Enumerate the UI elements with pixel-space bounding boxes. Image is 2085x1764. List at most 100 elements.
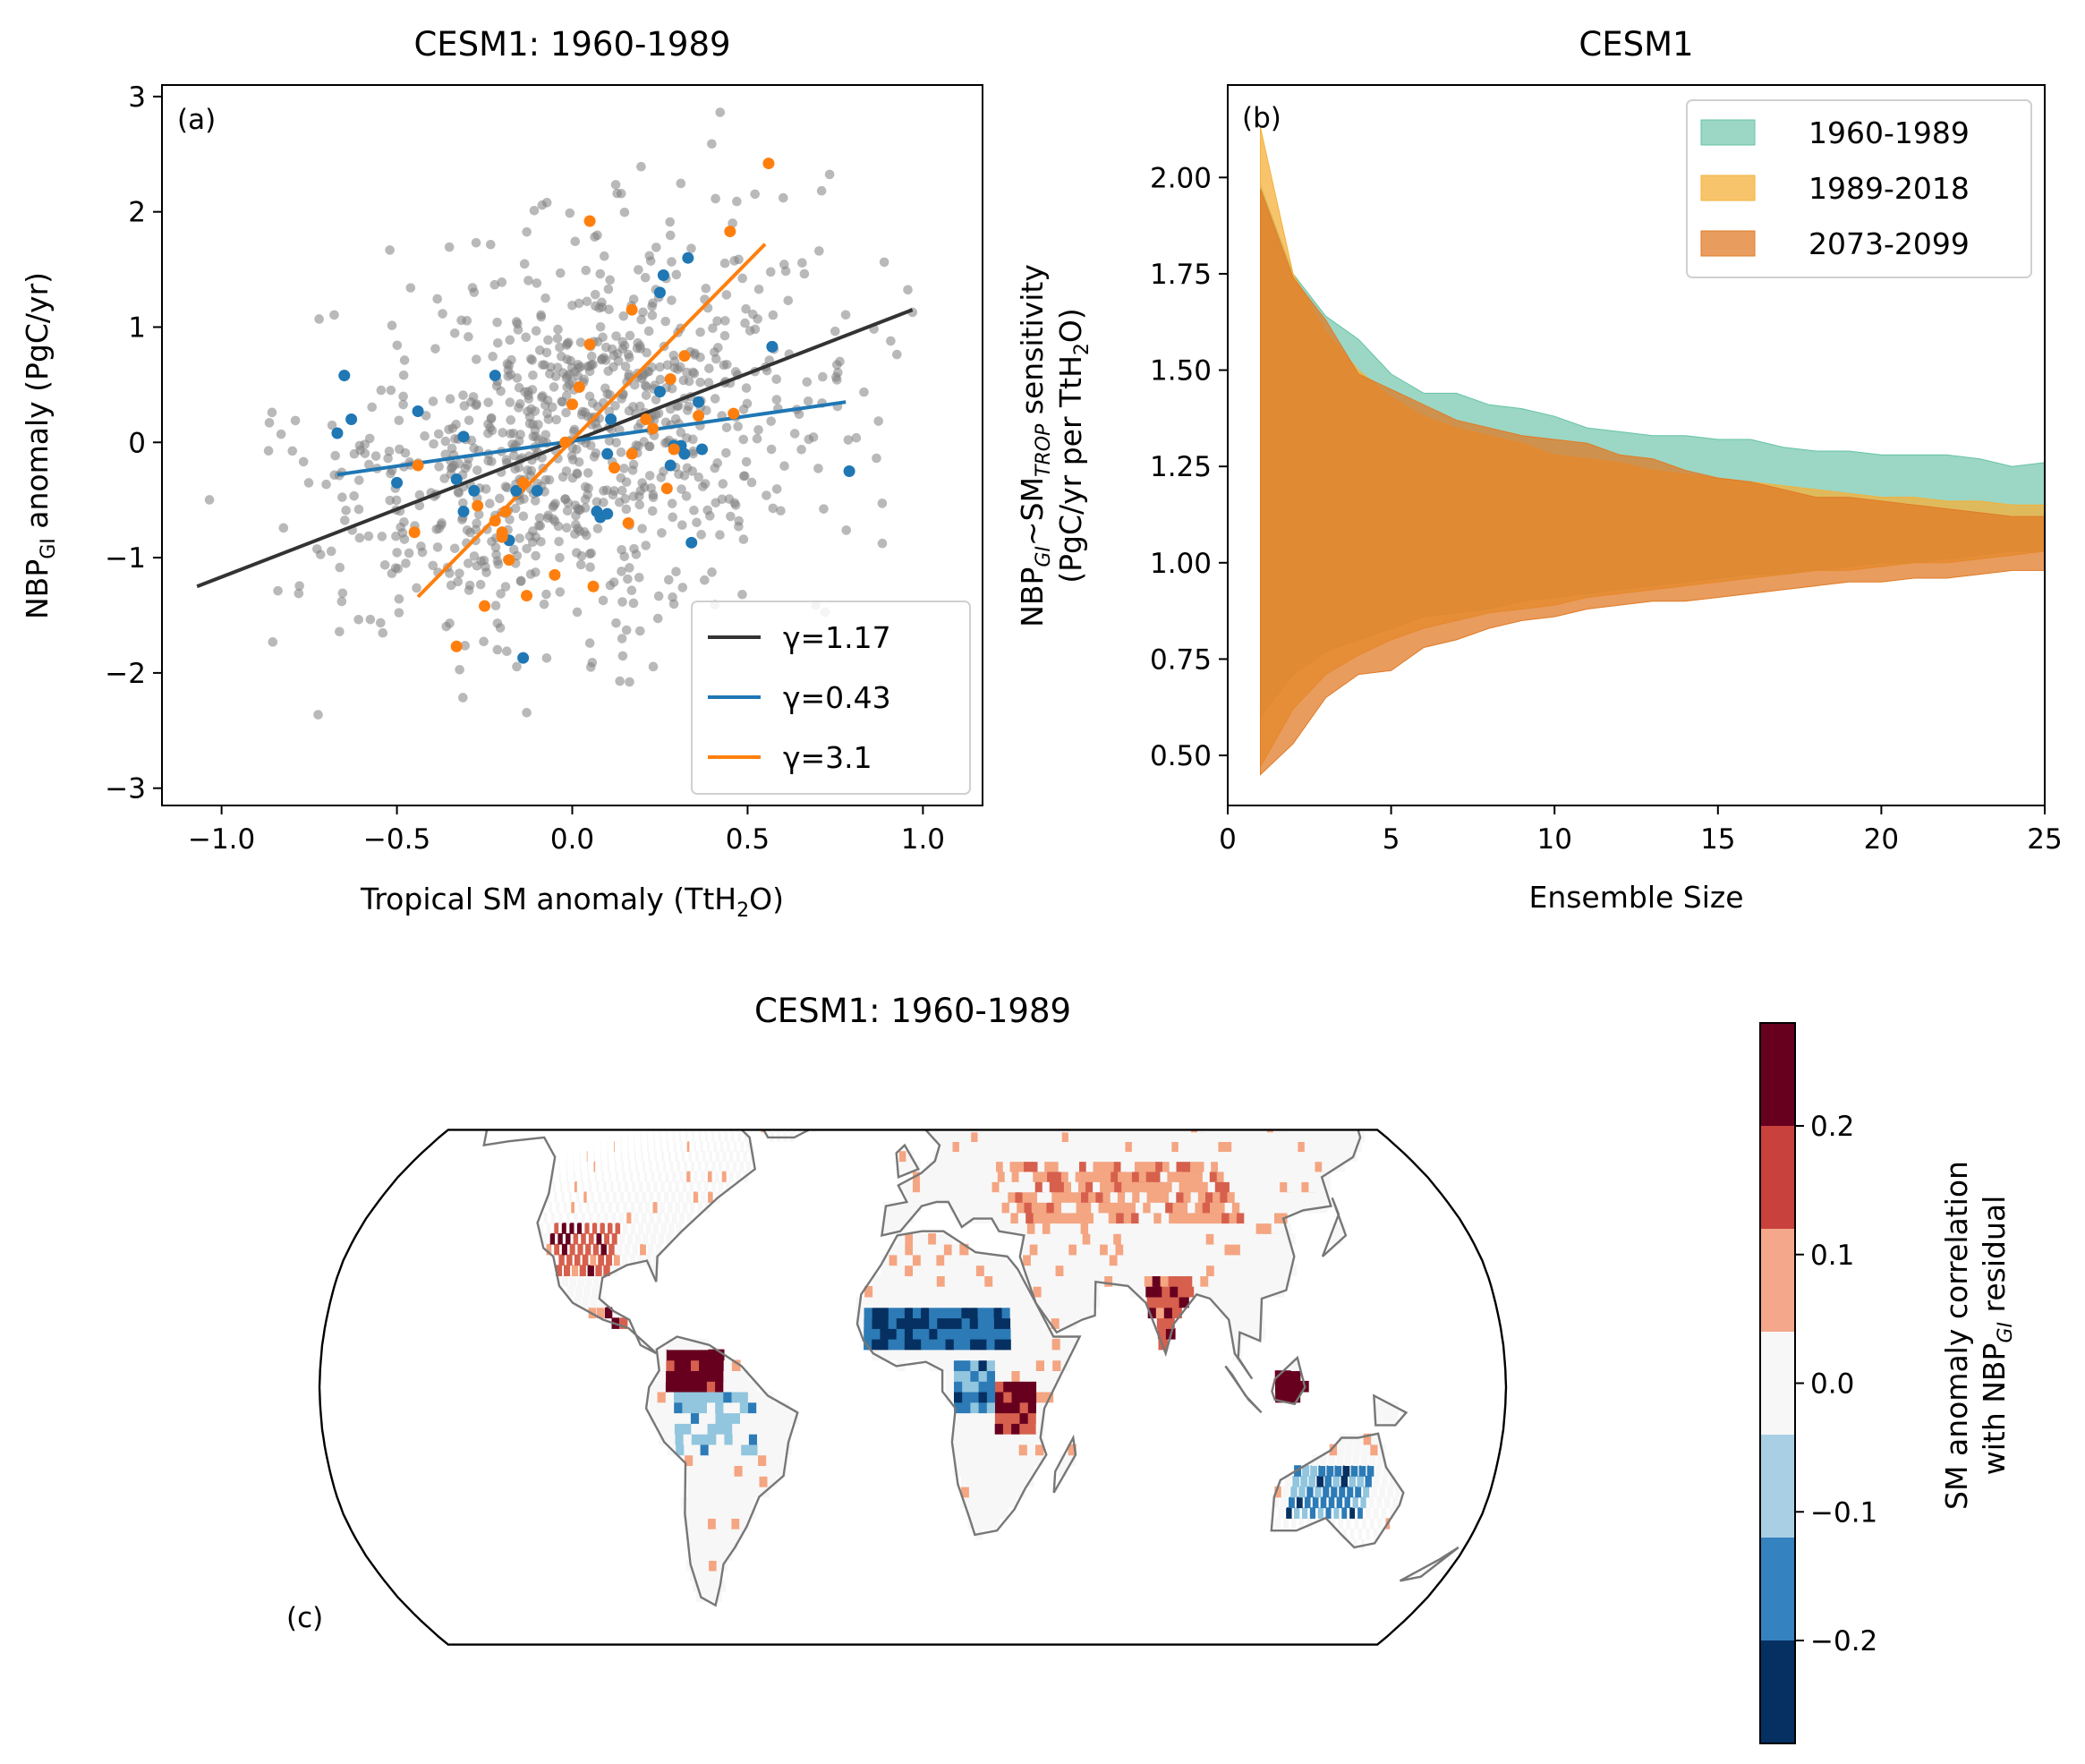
map-cell [954,1370,963,1382]
series-point-2 [640,413,651,425]
map-cell [711,1132,714,1143]
map-cell [920,1191,928,1202]
panel-a-title: CESM1: 1960-1989 [413,25,730,64]
map-cell [679,1132,681,1143]
background-point [739,405,749,414]
panel-b-y-label-line2: (PgC/yr per TtH2O) [1053,308,1094,584]
background-point [391,532,401,541]
map-cell [970,1381,979,1393]
background-point [574,457,584,467]
background-point [814,246,824,256]
map-cell [1009,1286,1018,1298]
map-cell [616,1172,618,1182]
background-point [628,465,638,475]
background-point [573,608,583,618]
background-point [564,337,574,347]
map-cell [1027,1350,1036,1361]
map-cell [970,1412,979,1424]
map-cell [969,1497,977,1509]
background-point [349,491,359,501]
x-tick-label: 0.5 [726,823,770,856]
series-point-2 [517,477,529,489]
map-cell [1382,1476,1388,1487]
map-cell [1010,1308,1019,1319]
map-cell [676,1434,685,1445]
colorbar-segment [1760,1332,1795,1436]
map-cell [976,1507,984,1519]
colorbar-segment [1760,1538,1795,1641]
background-point [619,551,629,561]
map-cell [725,1444,735,1456]
map-cell [1353,1454,1360,1466]
background-point [781,267,791,277]
map-cell [593,1151,594,1162]
map-cell [661,1223,667,1234]
map-cell [666,1402,675,1414]
background-point [695,378,705,388]
map-cell [764,1402,773,1414]
background-point [385,447,395,456]
map-cell [562,1191,565,1202]
background-point [616,473,626,483]
background-point [635,626,645,636]
map-cell [660,1202,665,1213]
map-cell [1297,1497,1303,1509]
map-cell [592,1223,597,1234]
map-cell [646,1223,651,1234]
map-cell [995,1402,1004,1414]
background-point [825,170,835,180]
map-cell [630,1172,633,1182]
map-cell [986,1454,995,1466]
map-cell [693,1454,702,1466]
background-point [528,371,538,380]
legend-label: γ=3.1 [783,740,872,775]
background-point [512,662,522,672]
x-tick-label: 10 [1536,823,1571,856]
background-point [294,589,304,599]
series-point-1 [654,286,666,298]
background-point [804,435,813,445]
series-point-2 [451,641,463,652]
background-point [572,445,582,455]
y-tick-label: 1.00 [1150,548,1212,580]
map-cell [970,1465,979,1477]
map-cell [975,1255,984,1266]
map-cell [978,1317,987,1329]
map-cell [889,1317,898,1329]
map-cell [897,1297,906,1308]
background-point [555,343,565,353]
map-cell [1027,1423,1036,1435]
series-point-1 [458,430,470,442]
background-point [502,455,512,464]
colorbar-segment [1760,1126,1795,1230]
background-point [599,486,608,496]
background-point [747,478,757,488]
x-tick-label: 25 [2027,823,2062,856]
map-cell [1035,1339,1044,1351]
background-point [273,586,283,596]
background-point [653,614,663,624]
background-point [609,577,619,587]
background-point [570,236,580,246]
background-point [337,492,347,502]
map-cell [978,1350,987,1361]
map-cell [1036,1359,1045,1371]
series-point-2 [574,381,585,393]
background-point [688,368,698,378]
map-cell [994,1308,1003,1319]
map-cell [643,1191,647,1202]
background-point [591,290,600,300]
map-cell [995,1350,1004,1361]
background-point [472,561,482,571]
map-cell [1035,1328,1044,1340]
background-point [540,294,550,303]
map-cell [566,1213,570,1224]
map-cell [898,1244,906,1256]
map-cell [677,1161,681,1172]
map-cell [1291,1518,1297,1530]
map-cell [921,1265,930,1276]
background-point [541,590,551,600]
background-point [476,580,486,590]
map-cell [625,1244,631,1256]
map-cell [929,1328,938,1340]
